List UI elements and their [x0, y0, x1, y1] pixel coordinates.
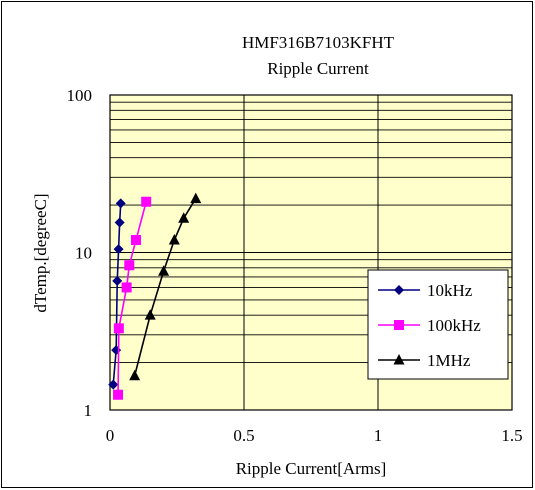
data-point: [114, 217, 125, 228]
chart-subtitle: Ripple Current: [267, 59, 369, 78]
x-tick-label: 0: [106, 426, 115, 445]
y-tick-label: 100: [67, 86, 93, 105]
legend-marker: [394, 285, 404, 295]
data-point: [113, 389, 124, 400]
data-point: [144, 309, 156, 320]
legend-marker: [393, 354, 405, 365]
data-point: [190, 192, 202, 204]
legend: 10kHz 100kHz 1MHz: [367, 269, 509, 380]
data-point: [113, 244, 124, 255]
data-point: [158, 265, 170, 276]
series-line: [133, 198, 197, 376]
data-point: [112, 275, 123, 286]
y-tick-label: 10: [75, 244, 92, 263]
legend-item: 100kHz: [378, 316, 481, 335]
y-axis-label: dTemp.[degreeC]: [31, 193, 50, 312]
data-point: [121, 282, 132, 293]
series-line: [117, 201, 147, 395]
x-tick-label: 0.5: [233, 426, 254, 445]
data-point: [178, 212, 190, 223]
legend-label: 10kHz: [427, 281, 473, 300]
data-point: [130, 235, 141, 246]
data-point: [108, 379, 119, 390]
x-axis-label: Ripple Current[Arms]: [236, 459, 387, 478]
chart-title: HMF316B7103KFHT: [242, 33, 395, 52]
data-point: [113, 323, 124, 334]
legend-item: 1MHz: [378, 351, 471, 370]
data-point: [115, 198, 126, 209]
data-point: [129, 369, 141, 381]
series: [108, 192, 202, 400]
data-point: [124, 260, 135, 271]
legend-item: 10kHz: [378, 281, 473, 300]
plot-border: [109, 94, 513, 411]
tick-labels: 0 0.5 1 1.5 1 10 100: [67, 86, 523, 445]
series-1: [113, 196, 152, 400]
legend-label: 1MHz: [427, 351, 471, 370]
data-point: [168, 234, 180, 245]
x-tick-label: 1.5: [501, 426, 522, 445]
x-tick-label: 1: [374, 426, 383, 445]
legend-label: 100kHz: [427, 316, 481, 335]
y-tick-label: 1: [84, 401, 93, 420]
series-0: [108, 198, 126, 390]
series-2: [129, 192, 202, 381]
legend-marker: [394, 320, 404, 330]
data-point: [141, 196, 152, 207]
